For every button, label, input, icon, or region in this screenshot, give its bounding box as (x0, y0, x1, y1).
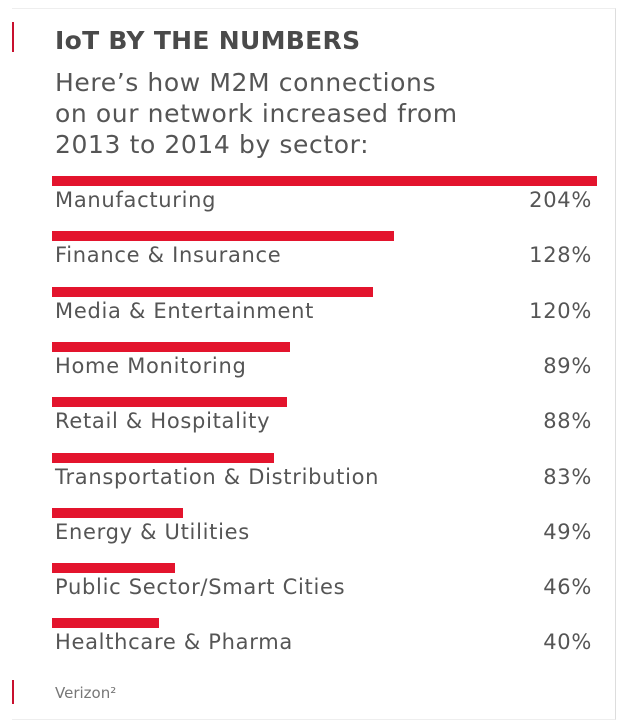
bar (52, 231, 394, 242)
accent (12, 22, 14, 52)
bar (52, 618, 159, 629)
category-label: Public Sector/Smart Cities (55, 575, 346, 600)
subtitle-line: Here’s how M2M connections (55, 68, 437, 97)
source: Verizon² (55, 684, 117, 702)
value-label: 40% (543, 630, 592, 655)
bar (52, 341, 290, 352)
bar (52, 286, 373, 297)
accent (12, 680, 14, 704)
value-label: 88% (543, 409, 592, 434)
value-label: 128% (529, 243, 592, 268)
bar (52, 452, 274, 463)
title: IoT BY THE NUMBERS (55, 26, 361, 55)
subtitle-line: on our network increased from (55, 99, 458, 128)
category-label: Home Monitoring (55, 353, 247, 378)
bar (52, 176, 597, 186)
category-label: Finance & Insurance (55, 243, 282, 268)
bar (52, 507, 183, 518)
value-label: 204% (529, 188, 592, 212)
subtitle-line: 2013 to 2014 by sector: (55, 130, 370, 159)
value-label: 49% (543, 519, 592, 544)
category-label: Manufacturing (55, 188, 217, 212)
category-label: Transportation & Distribution (55, 464, 380, 489)
value-label: 83% (543, 464, 592, 489)
value-label: 46% (543, 575, 592, 600)
category-label: Energy & Utilities (55, 519, 250, 544)
category-label: Retail & Hospitality (55, 409, 271, 434)
category-label: Media & Entertainment (55, 298, 315, 323)
bar (52, 563, 175, 574)
frame (12, 8, 616, 720)
value-label: 89% (543, 353, 592, 378)
category-label: Healthcare & Pharma (55, 630, 293, 655)
value-label: 120% (529, 298, 592, 323)
bar (52, 397, 288, 408)
